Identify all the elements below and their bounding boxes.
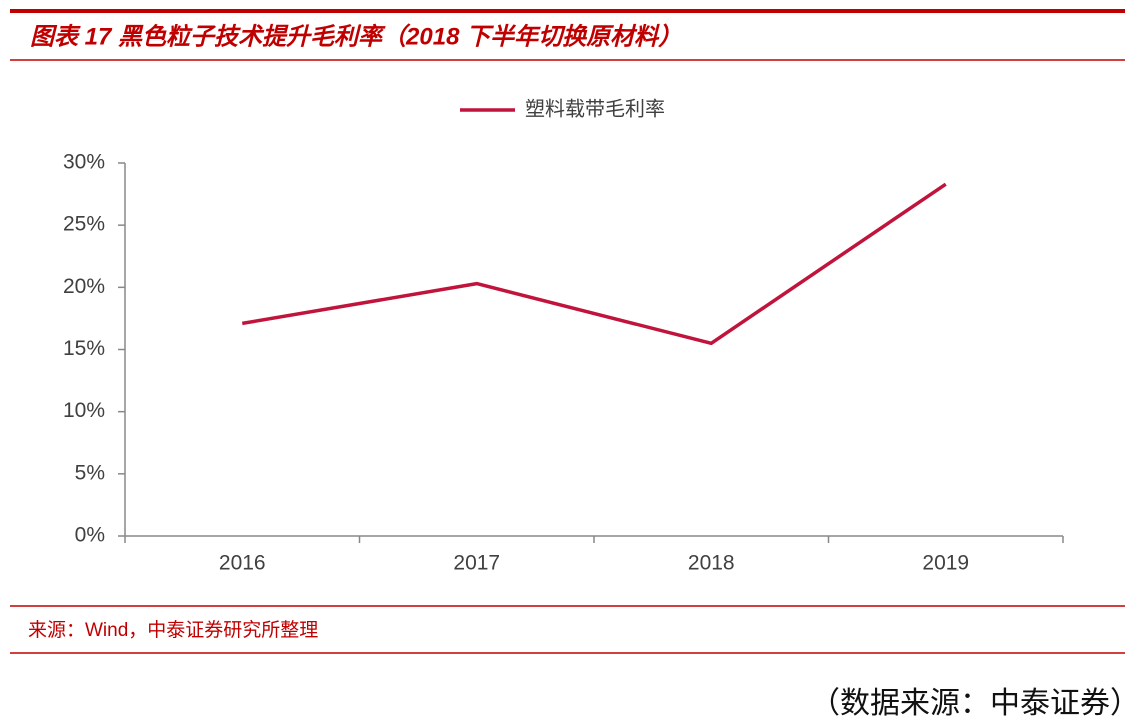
- chart-title: 图表 17 黑色粒子技术提升毛利率（2018 下半年切换原材料）: [30, 22, 682, 50]
- y-tick-label: 5%: [75, 461, 105, 484]
- data-line: [241, 182, 947, 346]
- y-tick-label: 30%: [63, 151, 105, 174]
- y-tick-label: 0%: [75, 524, 105, 547]
- y-tick-label: 20%: [63, 275, 105, 298]
- x-tick-label: 2016: [219, 552, 266, 575]
- footer-note: （数据来源：中泰证券）: [810, 687, 1140, 720]
- x-tick-label: 2019: [922, 552, 969, 575]
- source-note: 来源：Wind，中泰证券研究所整理: [28, 619, 318, 641]
- y-tick-label: 15%: [63, 337, 105, 360]
- y-tick-label: 10%: [63, 399, 105, 422]
- x-tick-label: 2018: [688, 552, 735, 575]
- legend-label: 塑料载带毛利率: [525, 97, 665, 120]
- x-tick-label: 2017: [453, 552, 500, 575]
- y-tick-label: 25%: [63, 213, 105, 236]
- top-rule: [10, 9, 1125, 13]
